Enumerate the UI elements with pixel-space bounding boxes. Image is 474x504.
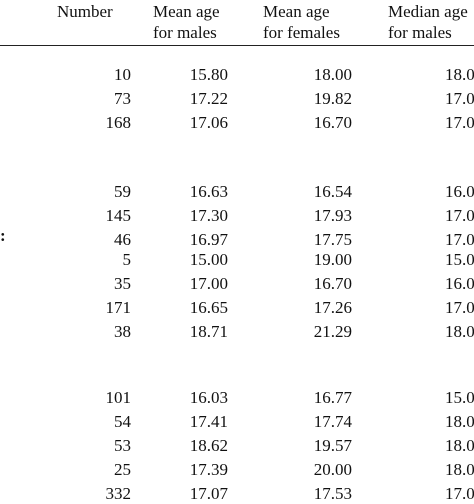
header-line: for males [153, 23, 217, 42]
cell-number: 35 [114, 274, 131, 293]
cell-median-age-males: 17.0 [445, 298, 474, 317]
cell-median-age-males: 18.0 [445, 412, 474, 431]
cell-number: 10 [114, 65, 131, 84]
header-line: Median age [388, 2, 468, 21]
cell-number: 101 [105, 388, 132, 407]
header-number: Number [57, 1, 113, 22]
cell-mean-age-females: 17.75 [313, 230, 352, 249]
cell-mean-age-females: 17.26 [313, 298, 352, 317]
cell-mean-age-males: 15.00 [189, 250, 228, 269]
header-median-age-males: Median age for males [388, 1, 468, 43]
cell-mean-age-females: 20.00 [313, 460, 352, 479]
cell-number: 145 [105, 206, 132, 225]
cell-median-age-males: 17.0 [445, 113, 474, 132]
cell-median-age-males: 15.0 [445, 388, 474, 407]
cell-mean-age-males: 17.00 [189, 274, 228, 293]
cell-mean-age-males: 16.97 [189, 230, 228, 249]
cell-number: 73 [114, 89, 131, 108]
cell-mean-age-females: 16.54 [313, 182, 352, 201]
cell-mean-age-males: 17.22 [189, 89, 228, 108]
header-rule [0, 45, 474, 46]
header-line: Mean age [263, 2, 330, 21]
cell-mean-age-females: 19.57 [313, 436, 352, 455]
cell-median-age-males: 18.0 [445, 460, 474, 479]
cell-mean-age-females: 19.00 [313, 250, 352, 269]
cell-mean-age-females: 19.82 [313, 89, 352, 108]
cell-mean-age-males: 17.41 [189, 412, 228, 431]
cell-mean-age-males: 18.71 [189, 322, 228, 341]
cell-median-age-males: 16.0 [445, 274, 474, 293]
cell-mean-age-males: 17.39 [189, 460, 228, 479]
cell-mean-age-females: 17.53 [313, 484, 352, 503]
group-stub-label: : [0, 226, 6, 245]
cell-mean-age-males: 17.06 [189, 113, 228, 132]
header-line: Number [57, 2, 113, 21]
header-line: Mean age [153, 2, 220, 21]
cell-mean-age-males: 16.65 [189, 298, 228, 317]
cell-mean-age-males: 16.03 [189, 388, 228, 407]
cell-median-age-males: 18.0 [445, 65, 474, 84]
cell-number: 168 [105, 113, 132, 132]
cell-number: 332 [105, 484, 132, 503]
cell-median-age-males: 17.0 [445, 206, 474, 225]
header-line: for females [263, 23, 340, 42]
cell-mean-age-males: 16.63 [189, 182, 228, 201]
cell-median-age-males: 18.0 [445, 436, 474, 455]
cell-median-age-males: 17.0 [445, 230, 474, 249]
cell-mean-age-females: 17.93 [313, 206, 352, 225]
cell-mean-age-males: 18.62 [189, 436, 228, 455]
cell-number: 171 [105, 298, 132, 317]
cell-mean-age-females: 16.70 [313, 274, 352, 293]
cell-number: 25 [114, 460, 131, 479]
header-mean-age-females: Mean age for females [263, 1, 340, 43]
cell-mean-age-females: 18.00 [313, 65, 352, 84]
cell-median-age-males: 17.0 [445, 484, 474, 503]
cell-median-age-males: 15.0 [445, 250, 474, 269]
cell-number: 53 [114, 436, 131, 455]
cell-mean-age-females: 16.77 [313, 388, 352, 407]
cell-median-age-males: 16.0 [445, 182, 474, 201]
header-line: for males [388, 23, 452, 42]
cell-number: 38 [114, 322, 131, 341]
cell-mean-age-females: 16.70 [313, 113, 352, 132]
cell-number: 46 [114, 230, 131, 249]
cell-mean-age-males: 17.30 [189, 206, 228, 225]
cell-median-age-males: 17.0 [445, 89, 474, 108]
cell-mean-age-females: 17.74 [313, 412, 352, 431]
header-mean-age-males: Mean age for males [153, 1, 220, 43]
cell-number: 5 [122, 250, 132, 269]
cell-number: 59 [114, 182, 131, 201]
cell-mean-age-males: 17.07 [189, 484, 228, 503]
cell-number: 54 [114, 412, 131, 431]
cell-mean-age-females: 21.29 [313, 322, 352, 341]
cell-mean-age-males: 15.80 [189, 65, 228, 84]
cell-median-age-males: 18.0 [445, 322, 474, 341]
